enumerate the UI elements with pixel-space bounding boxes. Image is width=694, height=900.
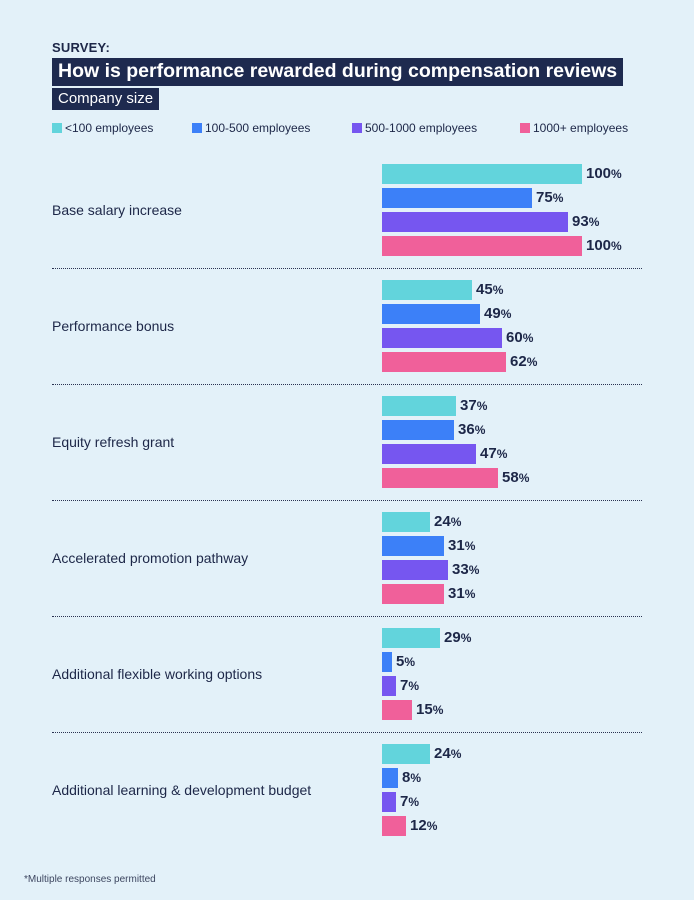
survey-label: SURVEY: <box>52 40 110 55</box>
legend-swatch <box>520 123 530 133</box>
bar-value-label: 24% <box>434 745 462 762</box>
bar-value-label: 15% <box>416 701 444 718</box>
bar-value-label: 62% <box>510 353 538 370</box>
category-label: Additional learning & development budget <box>52 782 312 798</box>
group-divider <box>52 384 642 385</box>
legend-item: 500-1000 employees <box>352 120 477 136</box>
bar <box>382 304 480 324</box>
category-label: Base salary increase <box>52 202 182 218</box>
bar-value-label: 100% <box>586 165 622 182</box>
bar <box>382 352 506 372</box>
bar <box>382 536 444 556</box>
bar <box>382 560 448 580</box>
bar-value-label: 12% <box>410 817 438 834</box>
category-label: Accelerated promotion pathway <box>52 550 249 566</box>
legend-swatch <box>192 123 202 133</box>
bar <box>382 444 476 464</box>
bar-value-label: 60% <box>506 329 534 346</box>
chart-title: How is performance rewarded during compe… <box>52 58 624 86</box>
category-label: Equity refresh grant <box>52 434 175 450</box>
bar <box>382 792 396 812</box>
bar-value-label: 37% <box>460 397 488 414</box>
bar <box>382 816 406 836</box>
bar-value-label: 24% <box>434 513 462 530</box>
legend-swatch <box>52 123 62 133</box>
bar <box>382 676 396 696</box>
group-divider <box>52 732 642 733</box>
legend-label: 500-1000 employees <box>365 121 478 135</box>
bar <box>382 652 392 672</box>
bar-value-label: 36% <box>458 421 486 438</box>
bar <box>382 420 454 440</box>
category-label: Additional flexible working options <box>52 666 263 682</box>
bar-value-label: 49% <box>484 305 512 322</box>
group-divider <box>52 268 642 269</box>
bar-value-label: 75% <box>536 189 564 206</box>
bar-value-label: 7% <box>400 793 420 810</box>
category-label: Performance bonus <box>52 318 175 334</box>
legend-item: <100 employees <box>52 120 153 136</box>
bar <box>382 396 456 416</box>
bar <box>382 744 430 764</box>
group-divider <box>52 500 642 501</box>
bar-value-label: 100% <box>586 237 622 254</box>
legend-swatch <box>352 123 362 133</box>
bar <box>382 188 532 208</box>
bar <box>382 628 440 648</box>
bar-value-label: 7% <box>400 677 420 694</box>
legend-label: <100 employees <box>65 121 154 135</box>
bar <box>382 700 412 720</box>
bar <box>382 468 498 488</box>
bar <box>382 512 430 532</box>
bar-value-label: 47% <box>480 445 508 462</box>
legend-item: 1000+ employees <box>520 120 628 136</box>
group-divider <box>52 616 642 617</box>
bar-value-label: 5% <box>396 653 416 670</box>
bar <box>382 164 582 184</box>
legend-item: 100-500 employees <box>192 120 310 136</box>
bar-value-label: 31% <box>448 585 476 602</box>
bar-value-label: 93% <box>572 213 600 230</box>
footnote: *Multiple responses permitted <box>24 874 156 885</box>
bar-value-label: 31% <box>448 537 476 554</box>
bar-value-label: 45% <box>476 281 504 298</box>
bar <box>382 768 398 788</box>
bar-value-label: 58% <box>502 469 530 486</box>
bar-value-label: 8% <box>402 769 422 786</box>
bar-value-label: 29% <box>444 629 472 646</box>
bar <box>382 212 568 232</box>
bar-value-label: 33% <box>452 561 480 578</box>
bar <box>382 328 502 348</box>
legend-label: 1000+ employees <box>533 121 629 135</box>
legend-label: 100-500 employees <box>205 121 311 135</box>
bar <box>382 584 444 604</box>
bar <box>382 236 582 256</box>
chart-subtitle: Company size <box>52 88 160 110</box>
bar <box>382 280 472 300</box>
